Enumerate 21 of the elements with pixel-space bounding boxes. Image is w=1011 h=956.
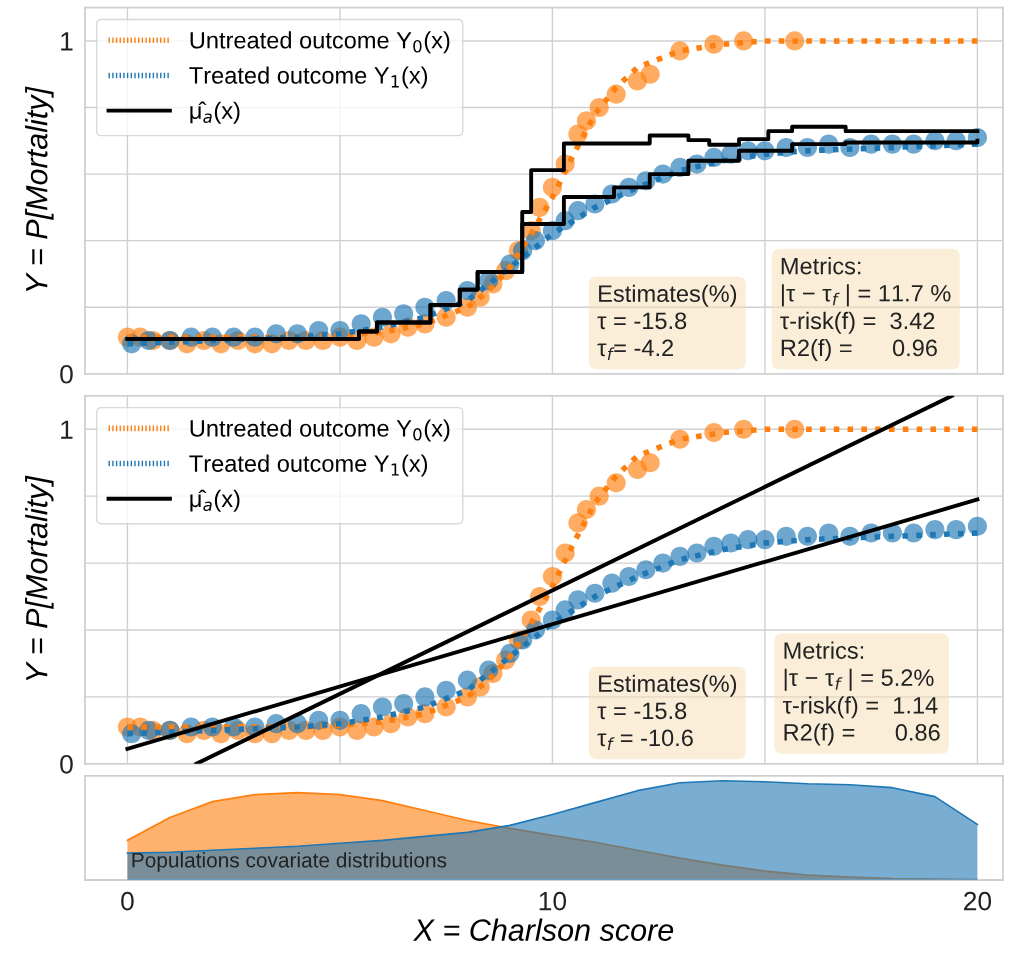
x-tick-label: 20 <box>964 891 992 911</box>
y-tick-label: 0 <box>60 364 73 384</box>
x-tick-label: 0 <box>121 891 134 911</box>
y-tick-label: 0 <box>60 754 73 774</box>
annotation: Estimates(%) τ = -15.8 τ$_{f}$ = -10.6 <box>597 674 737 750</box>
y-tick-label: 1 <box>61 420 73 439</box>
legend-label: μ̂$_{a}$(x) <box>190 489 240 512</box>
x-tick-label: 10 <box>539 891 567 911</box>
y-tick-label: 1 <box>61 32 73 51</box>
annotation: Populations covariate distributions <box>132 852 447 872</box>
annotation: Estimates(%) τ = -15.8 τ$_{f}$= -4.2 <box>597 284 737 360</box>
legend-label: μ̂$_{a}$(x) <box>190 101 240 124</box>
legend-label: Untreated outcome Y$_{0}$(x) <box>190 419 450 442</box>
annotation: Metrics: |τ − τ$_{f}$ | = 11.7 % τ-risk(f) = 3.42 R2(f) = 0.96 <box>780 257 951 361</box>
annotation: Metrics: |τ − τ$_{f}$ | = 5.2% τ-risk(f) = 1.14 R2(f) = 0.86 <box>782 641 940 746</box>
legend-label: Treated outcome Y$_{1}$(x) <box>189 454 428 477</box>
y-axis-title: Y = P[Mortality] <box>25 475 54 681</box>
y-axis-title: Y = P[Mortality] <box>25 86 54 292</box>
x-axis-title: X = Charlson score <box>412 918 674 941</box>
legend-label: Untreated outcome Y$_{0}$(x) <box>190 31 450 54</box>
legend-label: Treated outcome Y$_{1}$(x) <box>189 66 428 89</box>
